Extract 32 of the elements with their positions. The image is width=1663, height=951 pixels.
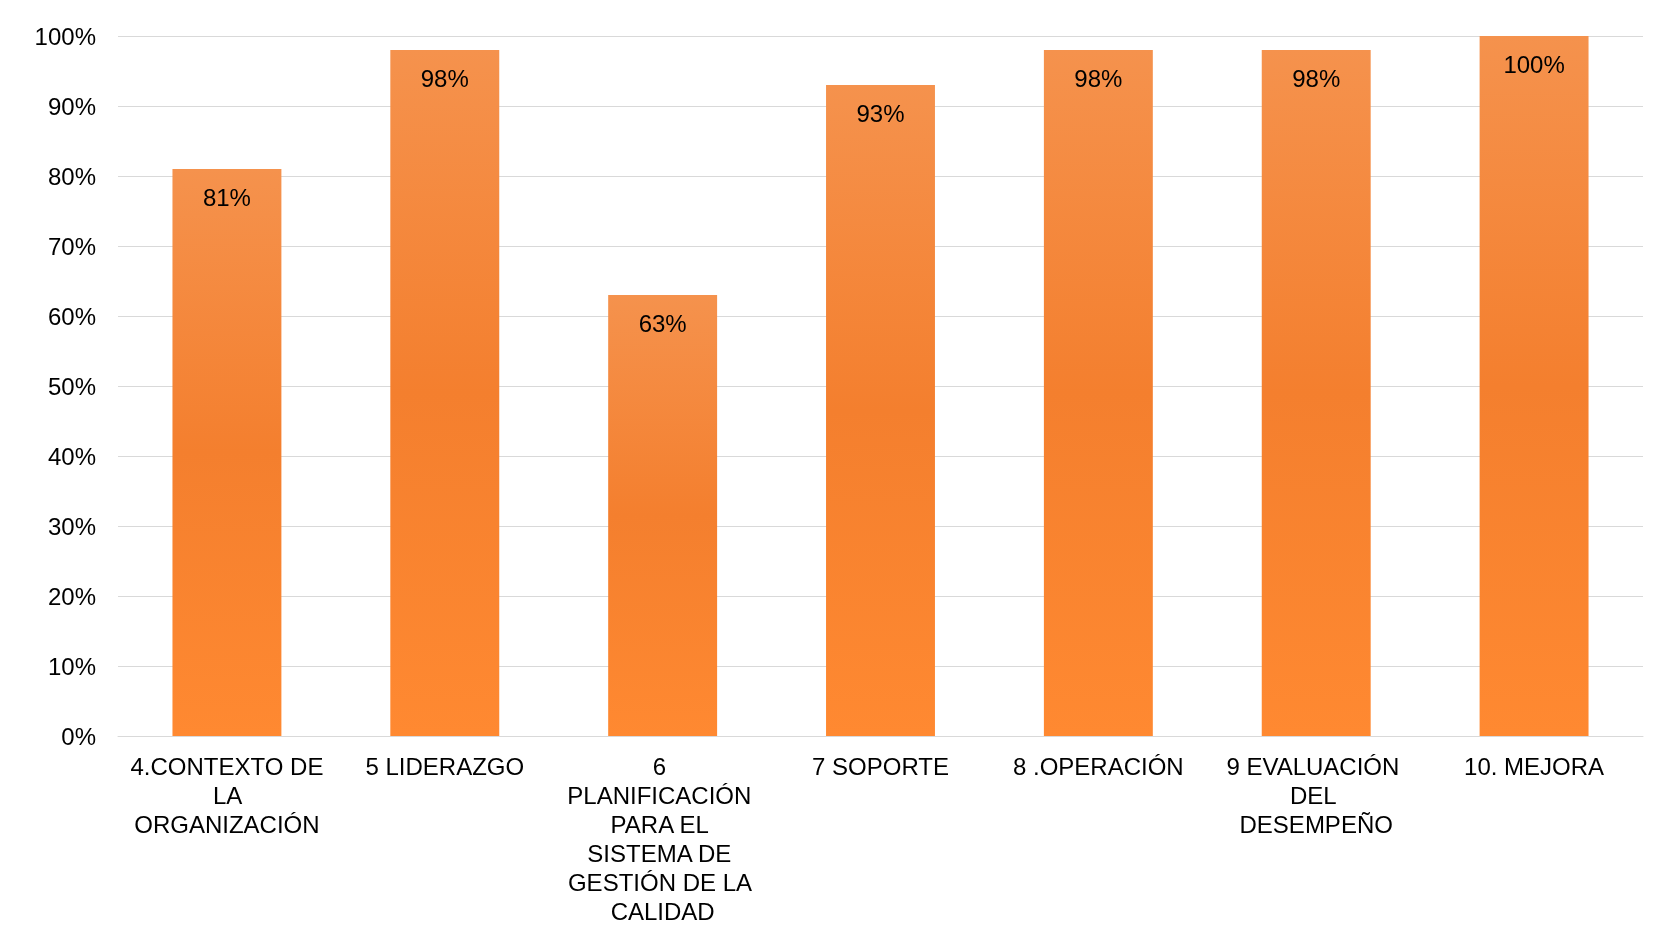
x-tick-label: 10. MEJORA bbox=[1464, 753, 1605, 780]
y-tick-label: 80% bbox=[47, 162, 96, 190]
data-label: 98% bbox=[420, 64, 469, 92]
data-label: 81% bbox=[202, 183, 251, 211]
y-tick-label: 100% bbox=[34, 22, 96, 50]
x-tick-label: 6 PLANIFICACIÓN PARA EL SISTEMA DE GESTIÓN DE LA CALIDAD bbox=[567, 753, 758, 925]
y-tick-label: 70% bbox=[47, 232, 96, 260]
y-tick-label: 50% bbox=[47, 372, 96, 400]
data-label: 63% bbox=[638, 309, 687, 337]
y-tick-label: 20% bbox=[47, 582, 96, 610]
y-tick-label: 30% bbox=[47, 512, 96, 540]
y-tick-label: 60% bbox=[47, 302, 96, 330]
x-tick-label: 5 LIDERAZGO bbox=[365, 753, 525, 780]
bar bbox=[172, 169, 282, 736]
y-tick-label: 10% bbox=[47, 652, 96, 680]
x-tick-label: 7 SOPORTE bbox=[812, 753, 949, 780]
bar bbox=[1261, 50, 1371, 736]
y-tick-label: 40% bbox=[47, 442, 96, 470]
data-label: 98% bbox=[1292, 64, 1341, 92]
bar bbox=[1043, 50, 1153, 736]
x-tick-label: 4.CONTEXTO DE LA ORGANIZACIÓN bbox=[130, 753, 324, 838]
bar bbox=[1479, 36, 1589, 736]
x-tick-label: 8 .OPERACIÓN bbox=[1013, 753, 1184, 780]
bar bbox=[608, 295, 718, 736]
y-tick-label: 90% bbox=[47, 92, 96, 120]
data-label: 100% bbox=[1503, 50, 1565, 78]
data-label: 98% bbox=[1074, 64, 1123, 92]
y-tick-label: 0% bbox=[61, 722, 96, 750]
data-label: 93% bbox=[856, 99, 905, 127]
x-tick-label: 9 EVALUACIÓN DEL DESEMPEÑO bbox=[1226, 753, 1407, 838]
bar bbox=[826, 85, 935, 736]
bar bbox=[390, 50, 500, 736]
